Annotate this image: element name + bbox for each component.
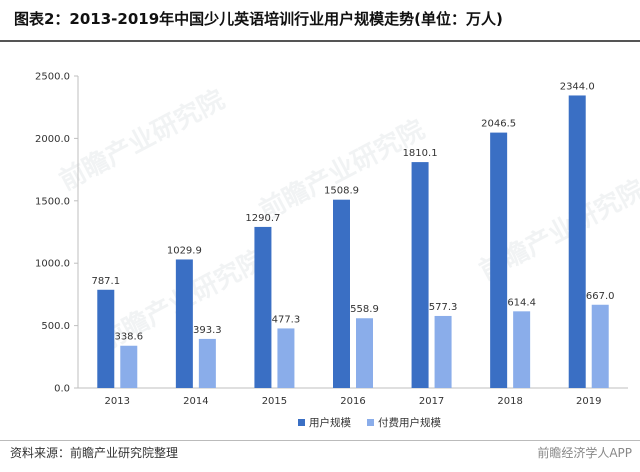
y-tick-label: 2000.0 xyxy=(35,134,70,145)
brand-label: 前瞻经济学人APP xyxy=(537,446,632,460)
x-tick-label: 2015 xyxy=(262,396,287,407)
title-divider xyxy=(0,40,640,42)
source-note: 资料来源：前瞻产业研究院整理 xyxy=(10,446,179,460)
data-label: 667.0 xyxy=(586,291,615,302)
bar-user-scale xyxy=(333,199,350,388)
bar-paid-user-scale xyxy=(434,315,452,388)
bar-paid-user-scale xyxy=(277,328,295,388)
data-label: 1508.9 xyxy=(324,186,359,197)
data-label: 1029.9 xyxy=(167,245,202,256)
legend-label: 用户规模 xyxy=(309,416,351,429)
data-label: 787.1 xyxy=(91,276,120,287)
y-tick-label: 0.0 xyxy=(54,384,70,395)
footer-divider xyxy=(0,440,640,441)
data-label: 393.3 xyxy=(193,325,222,336)
data-label: 558.9 xyxy=(350,304,379,315)
x-tick-label: 2018 xyxy=(497,396,522,407)
data-label: 477.3 xyxy=(272,314,301,325)
data-label: 2046.5 xyxy=(481,119,516,130)
bar-user-scale xyxy=(254,226,272,388)
y-tick-label: 500.0 xyxy=(41,321,70,332)
bar-paid-user-scale xyxy=(198,338,216,388)
data-label: 1290.7 xyxy=(245,213,280,224)
bar-paid-user-scale xyxy=(356,318,373,388)
legend-swatch xyxy=(298,419,305,426)
bar-paid-user-scale xyxy=(513,311,531,388)
bar-user-scale xyxy=(97,289,115,388)
bar-user-scale xyxy=(175,259,193,388)
data-label: 577.3 xyxy=(429,302,458,313)
legend-swatch xyxy=(367,419,374,426)
bar-paid-user-scale xyxy=(591,304,609,388)
data-label: 2344.0 xyxy=(560,81,595,92)
data-label: 338.6 xyxy=(114,332,143,343)
bar-user-scale xyxy=(490,132,508,388)
bar-user-scale xyxy=(568,95,586,388)
legend-label: 付费用户规模 xyxy=(378,416,441,429)
data-label: 1810.1 xyxy=(403,148,438,159)
x-tick-label: 2013 xyxy=(105,396,130,407)
bar-user-scale xyxy=(411,162,429,388)
y-tick-label: 1500.0 xyxy=(35,196,70,207)
chart-title: 图表2：2013-2019年中国少儿英语培训行业用户规模走势(单位：万人) xyxy=(14,10,503,28)
y-tick-label: 1000.0 xyxy=(35,259,70,270)
x-tick-label: 2014 xyxy=(183,396,208,407)
y-tick-label: 2500.0 xyxy=(35,72,70,83)
data-label: 614.4 xyxy=(507,297,536,308)
x-tick-label: 2017 xyxy=(419,396,444,407)
x-tick-label: 2019 xyxy=(576,396,601,407)
x-tick-label: 2016 xyxy=(340,396,365,407)
bar-paid-user-scale xyxy=(120,345,138,388)
